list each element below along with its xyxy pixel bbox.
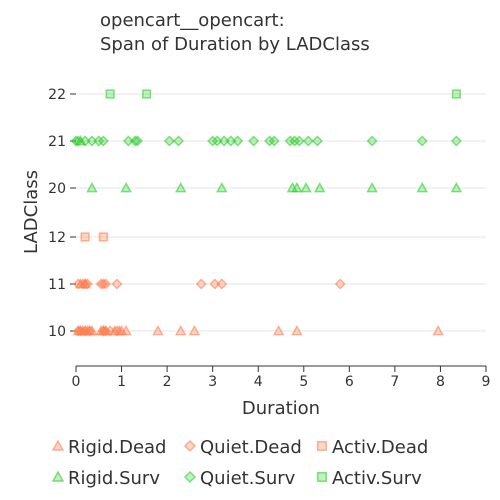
data-point-quiet-dead-19 bbox=[334, 278, 346, 290]
y-tick-label-22: 22 bbox=[48, 87, 66, 103]
data-point-quiet-surv-24 bbox=[366, 135, 378, 147]
data-point-activ-dead-1 bbox=[98, 232, 108, 242]
data-point-rigid-dead-16 bbox=[188, 324, 201, 336]
data-point-rigid-dead-14 bbox=[152, 324, 164, 336]
y-tick-label-11: 11 bbox=[48, 277, 66, 293]
y-tick-label-12: 12 bbox=[48, 230, 66, 246]
data-point-quiet-surv-8 bbox=[131, 135, 144, 147]
data-point-rigid-surv-1 bbox=[120, 181, 132, 193]
data-point-quiet-surv-9 bbox=[163, 135, 175, 147]
data-point-quiet-surv-16 bbox=[248, 135, 260, 147]
data-point-activ-surv-2 bbox=[451, 89, 461, 99]
data-point-rigid-surv-10 bbox=[450, 181, 463, 193]
legend-marker-activ-dead bbox=[317, 441, 327, 451]
legend: Rigid.Dead Quiet.Dead Activ.Dead Rigid.Surv… bbox=[51, 437, 428, 489]
y-tick-label-21: 21 bbox=[48, 134, 66, 150]
x-tick-label-7: 7 bbox=[390, 374, 399, 390]
x-tick-label-1: 1 bbox=[117, 374, 126, 390]
data-point-quiet-surv-23 bbox=[311, 135, 324, 147]
data-point-rigid-surv-5 bbox=[291, 181, 303, 193]
y-tick-label-10: 10 bbox=[48, 324, 66, 340]
data-point-quiet-surv-25 bbox=[416, 135, 428, 147]
data-point-activ-surv-1 bbox=[142, 89, 152, 99]
data-point-quiet-surv-22 bbox=[302, 135, 314, 147]
data-point-quiet-surv-21 bbox=[293, 135, 305, 147]
gridlines bbox=[76, 93, 486, 332]
data-point-quiet-surv-15 bbox=[232, 135, 244, 147]
data-point-quiet-dead-18 bbox=[216, 278, 228, 290]
data-point-rigid-dead-17 bbox=[272, 324, 285, 336]
x-tick-label-3: 3 bbox=[208, 374, 217, 390]
legend-label-activ-surv: Activ.Surv bbox=[332, 468, 422, 489]
data-point-rigid-surv-3 bbox=[216, 181, 228, 193]
data-point-rigid-dead-13 bbox=[120, 324, 132, 336]
data-point-quiet-surv-5 bbox=[97, 135, 109, 147]
data-point-quiet-dead-11 bbox=[81, 278, 93, 290]
x-axis-title: Duration bbox=[242, 398, 320, 419]
data-point-quiet-dead-7 bbox=[111, 325, 123, 337]
data-point-quiet-surv-18 bbox=[268, 135, 280, 147]
data-points bbox=[70, 89, 463, 337]
x-tick-label-8: 8 bbox=[436, 374, 445, 390]
y-tick-label-20: 20 bbox=[48, 181, 66, 197]
data-point-rigid-dead-18 bbox=[291, 324, 303, 336]
legend-label-quiet-surv: Quiet.Surv bbox=[200, 468, 296, 489]
data-point-quiet-dead-16 bbox=[195, 278, 207, 290]
data-point-rigid-surv-2 bbox=[175, 181, 187, 193]
x-tick-label-0: 0 bbox=[72, 374, 81, 390]
data-point-activ-surv-0 bbox=[105, 89, 115, 99]
legend-marker-rigid-surv bbox=[51, 470, 65, 482]
legend-marker-quiet-surv bbox=[183, 470, 197, 484]
legend-marker-activ-surv bbox=[317, 472, 327, 482]
data-point-rigid-dead-19 bbox=[432, 324, 444, 336]
data-point-rigid-surv-7 bbox=[313, 181, 326, 193]
x-tick-label-2: 2 bbox=[163, 374, 172, 390]
y-axis-title: LADClass bbox=[21, 170, 42, 254]
legend-label-quiet-dead: Quiet.Dead bbox=[200, 437, 302, 458]
data-point-rigid-surv-6 bbox=[300, 181, 312, 193]
legend-label-rigid-dead: Rigid.Dead bbox=[68, 437, 166, 458]
x-tick-label-4: 4 bbox=[254, 374, 263, 390]
x-tick-label-6: 6 bbox=[345, 374, 354, 390]
legend-label-rigid-surv: Rigid.Surv bbox=[68, 468, 160, 489]
data-point-rigid-surv-8 bbox=[366, 181, 378, 193]
data-point-quiet-surv-26 bbox=[450, 135, 462, 147]
legend-label-activ-dead: Activ.Dead bbox=[332, 437, 428, 458]
data-point-quiet-dead-14 bbox=[100, 278, 112, 290]
data-point-quiet-dead-15 bbox=[111, 278, 123, 290]
data-point-activ-dead-0 bbox=[80, 232, 90, 242]
data-point-quiet-surv-0 bbox=[70, 135, 82, 147]
legend-marker-quiet-dead bbox=[183, 439, 197, 453]
legend-marker-rigid-dead bbox=[51, 439, 65, 451]
x-tick-label-5: 5 bbox=[299, 374, 308, 390]
data-point-quiet-surv-10 bbox=[172, 135, 185, 147]
chart-title-line-1: opencart__opencart: bbox=[100, 10, 285, 31]
x-tick-label-9: 9 bbox=[482, 374, 491, 390]
data-point-rigid-surv-9 bbox=[416, 181, 428, 193]
chart-title-line-2: Span of Duration by LADClass bbox=[100, 34, 370, 55]
data-point-rigid-surv-0 bbox=[86, 181, 98, 193]
data-point-quiet-dead-13 bbox=[97, 278, 109, 290]
data-point-quiet-dead-3 bbox=[84, 325, 96, 337]
data-point-quiet-dead-10 bbox=[79, 278, 91, 290]
data-point-quiet-surv-7 bbox=[129, 135, 141, 147]
data-point-rigid-dead-15 bbox=[175, 324, 187, 336]
